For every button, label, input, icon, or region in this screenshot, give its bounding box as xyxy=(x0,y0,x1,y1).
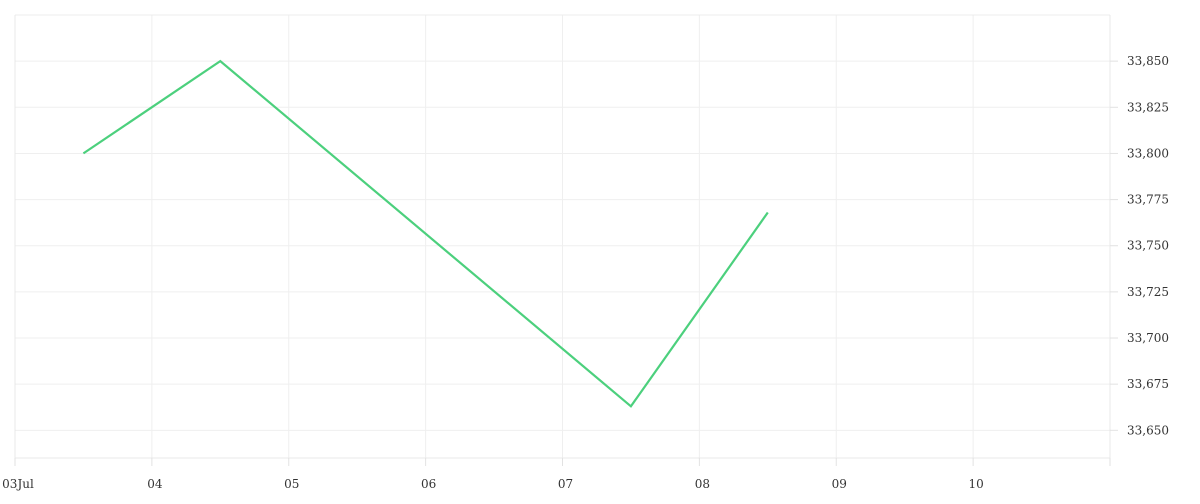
x-tick-label: 03Jul xyxy=(2,477,34,491)
series-layer xyxy=(82,59,769,408)
x-tick-label: 09 xyxy=(832,477,847,491)
x-tick-label: 06 xyxy=(421,477,436,491)
y-tick-label: 33,775 xyxy=(1127,193,1169,207)
x-tick-label: 10 xyxy=(968,477,983,491)
y-axis-ticks: 33,650 33,675 33,700 33,725 33,750 33,775 33,8… xyxy=(1110,54,1169,437)
grid xyxy=(14,15,1110,458)
y-tick-label: 33,750 xyxy=(1127,239,1169,253)
x-axis-ticks: 03Jul 04 05 06 07 08 09 10 xyxy=(2,458,1111,491)
y-tick-label: 33,700 xyxy=(1127,331,1169,345)
x-tick-label: 07 xyxy=(558,477,573,491)
x-tick-label: 05 xyxy=(284,477,299,491)
x-tick-label: 08 xyxy=(695,477,710,491)
y-tick-label: 33,800 xyxy=(1127,146,1169,160)
y-tick-label: 33,675 xyxy=(1127,377,1169,391)
y-tick-label: 33,650 xyxy=(1127,423,1169,437)
y-tick-label: 33,850 xyxy=(1127,54,1169,68)
y-tick-label: 33,825 xyxy=(1127,100,1169,114)
y-tick-label: 33,725 xyxy=(1127,285,1169,299)
x-tick-label: 04 xyxy=(147,477,163,491)
series-line xyxy=(82,59,769,408)
